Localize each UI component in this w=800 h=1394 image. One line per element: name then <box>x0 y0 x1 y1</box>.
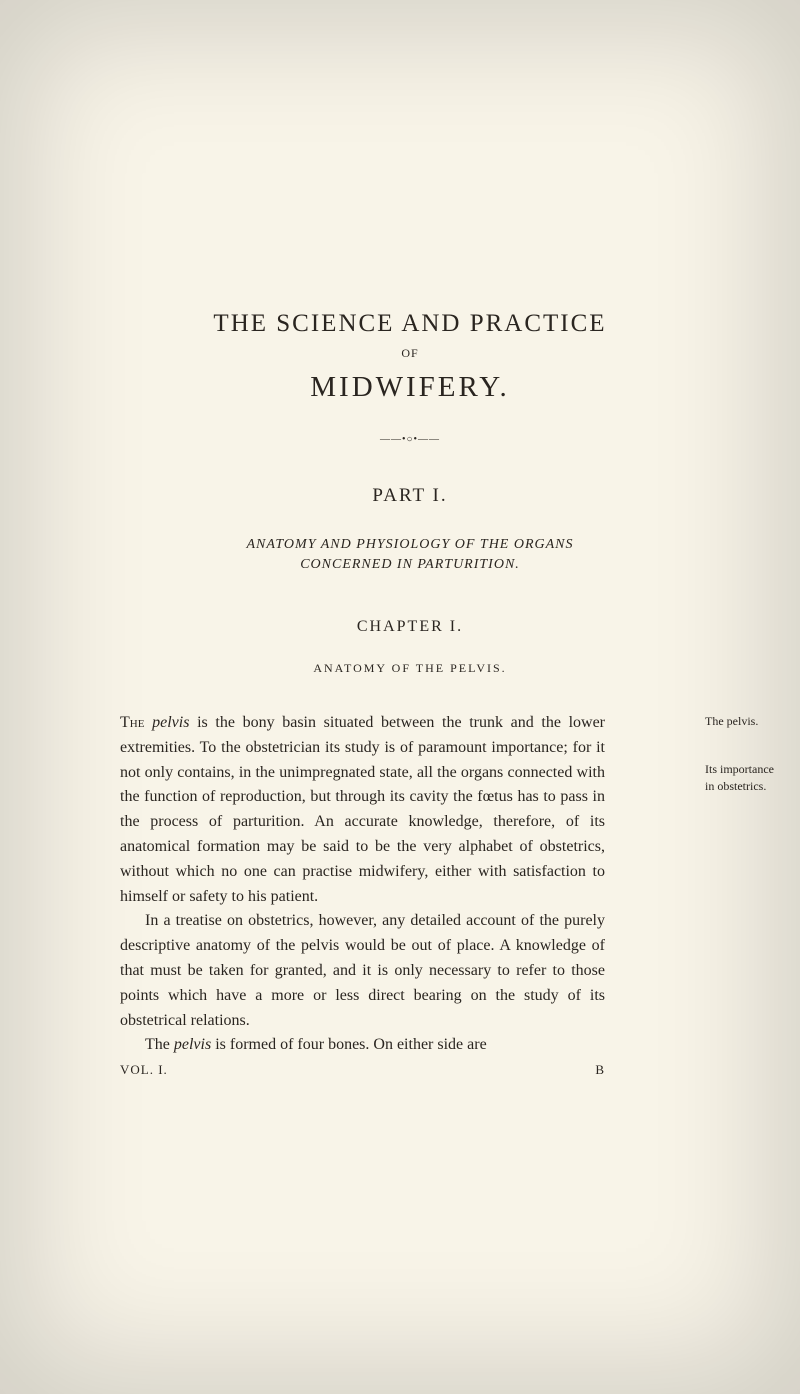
body-container: The pelvis. Its importance in obstetrics… <box>120 711 700 1078</box>
part-title: PART I. <box>120 485 700 507</box>
section-title-line2: CONCERNED IN PARTURITION. <box>120 557 700 573</box>
para1-italic-pelvis: pelvis <box>152 714 189 731</box>
paragraph-1: The pelvis is the bony basin situated be… <box>120 711 605 909</box>
page: THE SCIENCE AND PRACTICE OF MIDWIFERY. —… <box>0 0 800 1394</box>
para1-text: is the bony basin situated between the t… <box>120 714 605 905</box>
paragraph-3: The pelvis is formed of four bones. On e… <box>120 1033 605 1058</box>
para3-prefix: The <box>145 1036 174 1053</box>
vignette-overlay <box>0 0 800 1394</box>
chapter-title: CHAPTER I. <box>120 618 700 636</box>
margin-note-importance: Its importance in obstetrics. <box>705 761 785 795</box>
footer-signature: B <box>595 1062 605 1078</box>
main-title: THE SCIENCE AND PRACTICE <box>120 310 700 338</box>
para1-smallcaps: The <box>120 714 152 731</box>
footer: VOL. I. B <box>120 1062 605 1078</box>
margin-note-pelvis: The pelvis. <box>705 713 758 730</box>
chapter-subtitle: ANATOMY OF THE PELVIS. <box>120 661 700 676</box>
para3-italic-pelvis: pelvis <box>174 1036 211 1053</box>
midwifery-title: MIDWIFERY. <box>120 371 700 404</box>
para3-text: is formed of four bones. On either side … <box>211 1036 486 1053</box>
of-text: OF <box>120 346 700 361</box>
divider: ——•○•—— <box>120 434 700 445</box>
title-section: THE SCIENCE AND PRACTICE OF MIDWIFERY. <box>120 310 700 404</box>
footer-volume: VOL. I. <box>120 1062 168 1078</box>
paragraph-2: In a treatise on obstetrics, however, an… <box>120 909 605 1033</box>
section-title-line1: ANATOMY AND PHYSIOLOGY OF THE ORGANS <box>120 537 700 553</box>
